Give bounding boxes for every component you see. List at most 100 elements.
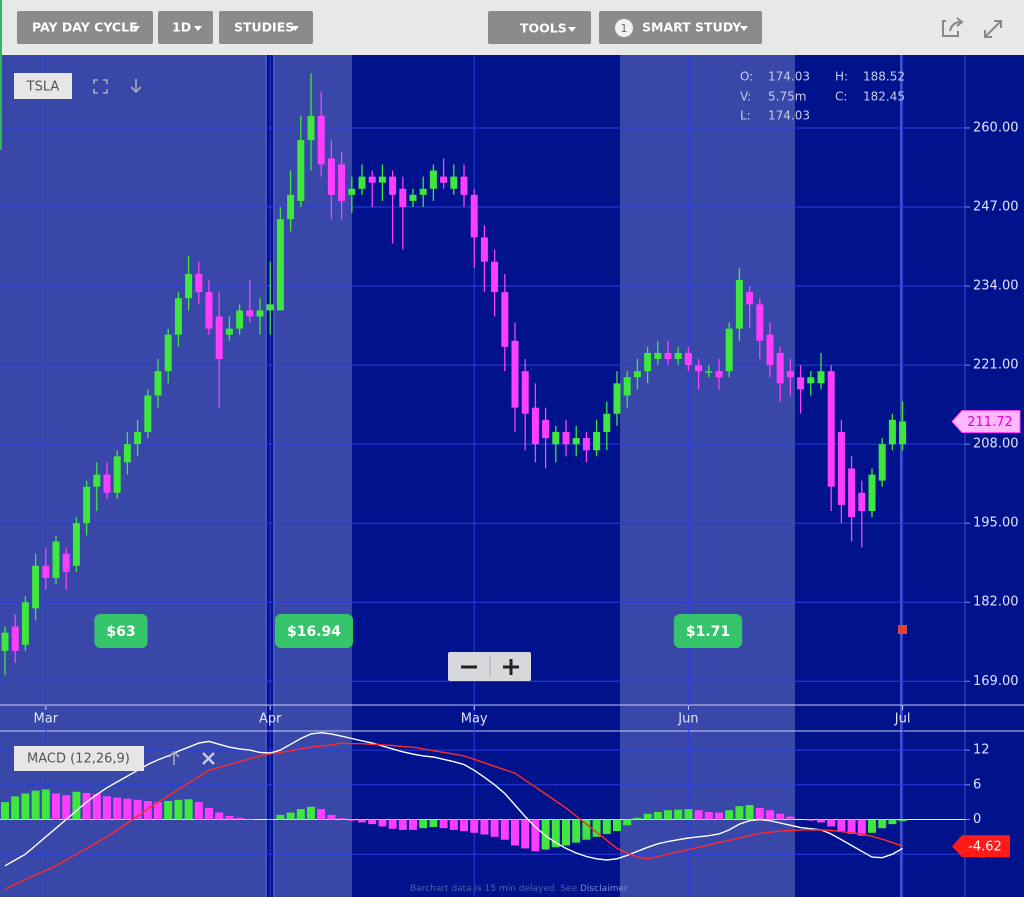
histogram-bar <box>307 806 315 820</box>
macd-badge <box>952 835 1010 858</box>
candle-body <box>817 371 825 384</box>
candle-body <box>511 340 519 408</box>
histogram-bar <box>327 814 336 820</box>
button-bg[interactable] <box>488 11 591 44</box>
expand-icon[interactable] <box>93 79 108 94</box>
histogram-bar <box>133 799 142 820</box>
button-label[interactable]: STUDIES <box>234 20 294 35</box>
symbol-icons[interactable] <box>93 79 142 94</box>
dropdown-caret[interactable] <box>132 26 140 31</box>
symbol[interactable]: TSLA <box>26 80 60 95</box>
histogram-bar <box>154 802 162 820</box>
button-studies[interactable]: STUDIES <box>219 11 313 44</box>
histogram-bar <box>52 793 60 820</box>
histogram-bar <box>368 819 377 825</box>
payday-badge <box>274 614 354 648</box>
expand-arrows[interactable] <box>984 20 1002 38</box>
study-box[interactable] <box>14 746 144 771</box>
button-interval[interactable]: 1D <box>158 11 213 44</box>
histogram-bar <box>725 810 734 820</box>
histogram-bar <box>419 819 428 829</box>
histogram-bar <box>643 813 652 820</box>
candle-body <box>93 474 101 487</box>
button-label[interactable]: SMART STUDY <box>642 20 742 35</box>
candle-body <box>715 371 723 378</box>
x-tick-label: Apr <box>259 712 282 727</box>
candle-body <box>123 444 131 463</box>
zoom-control[interactable] <box>448 652 531 681</box>
candle-body <box>848 468 856 518</box>
study-title[interactable]: MACD (12,26,9) <box>27 752 130 767</box>
fullscreen-icon[interactable] <box>984 20 1002 38</box>
dropdown-caret[interactable] <box>291 26 299 31</box>
histogram-bar <box>745 805 754 820</box>
price-badge <box>951 410 1021 434</box>
histogram-bar <box>429 819 438 828</box>
histogram-bar <box>113 797 122 820</box>
button-label[interactable]: 1D <box>172 20 191 35</box>
candle-body <box>297 140 305 201</box>
button-label[interactable]: PAY DAY CYCLE <box>32 20 138 35</box>
y-axis-bg <box>965 55 1024 897</box>
histogram-bar <box>439 819 448 829</box>
button-bg[interactable] <box>599 11 762 44</box>
count-badge[interactable] <box>615 19 633 37</box>
candle-body <box>735 279 743 329</box>
candle-body <box>327 158 335 195</box>
candle-body <box>317 115 325 165</box>
share-arrow[interactable] <box>949 17 964 32</box>
candle-body <box>174 298 182 335</box>
histogram-bar <box>531 819 540 852</box>
move-up-icon[interactable] <box>168 750 180 765</box>
histogram-bar <box>582 819 591 840</box>
button-tools[interactable]: TOOLS <box>488 11 591 44</box>
button-pay-day-cycle[interactable]: PAY DAY CYCLE <box>17 11 153 44</box>
histogram-bar <box>847 819 856 834</box>
quote-value: 188.52 <box>863 70 905 84</box>
y-tick-label: 221.00 <box>973 358 1019 373</box>
event-marker[interactable] <box>898 625 907 634</box>
candle-body <box>368 176 376 183</box>
dropdown-caret[interactable] <box>194 26 202 31</box>
candle-body <box>42 565 50 578</box>
button-smart-study[interactable]: 1 SMART STUDY <box>599 11 762 44</box>
candle-body <box>52 541 60 578</box>
button-label[interactable]: TOOLS <box>520 21 567 36</box>
macd-badge-label: -4.62 <box>968 840 1002 855</box>
candle-body <box>633 371 641 378</box>
zoom-in[interactable] <box>503 659 519 675</box>
button-bg[interactable] <box>219 11 313 44</box>
symbol-box[interactable] <box>14 73 72 99</box>
histogram-bar <box>613 819 621 832</box>
histogram-bar <box>878 819 887 829</box>
dropdown-caret[interactable] <box>568 27 576 32</box>
close-icon[interactable] <box>202 752 215 765</box>
candle-body <box>521 371 529 414</box>
candle-body <box>776 352 784 384</box>
histogram-bar <box>347 819 356 821</box>
quote-label: V: <box>740 90 751 104</box>
histogram-bar <box>511 819 519 846</box>
candle-body <box>827 371 835 487</box>
count-text[interactable]: 1 <box>621 22 628 35</box>
x-tick-label: Mar <box>34 712 59 727</box>
histogram-bar <box>21 793 30 820</box>
share-icon[interactable] <box>942 17 964 37</box>
candle-body <box>32 565 40 609</box>
histogram-bar <box>633 817 642 820</box>
histogram-bar <box>735 806 744 820</box>
disclaimer-link[interactable]: Disclaimer <box>580 884 628 894</box>
y-tick-label: 182.00 <box>973 595 1019 610</box>
quote-label: O: <box>740 70 753 84</box>
dropdown-caret[interactable] <box>740 26 748 31</box>
histogram-bar <box>827 819 836 827</box>
share-box[interactable] <box>942 20 959 37</box>
candle-body <box>684 352 692 366</box>
button-bg[interactable] <box>17 11 153 44</box>
button-bg[interactable] <box>158 11 213 44</box>
histogram-bar <box>857 819 866 836</box>
histogram-bar <box>296 809 305 820</box>
quote-label: C: <box>835 90 847 104</box>
histogram-bar <box>358 819 366 823</box>
down-icon[interactable] <box>130 79 142 94</box>
